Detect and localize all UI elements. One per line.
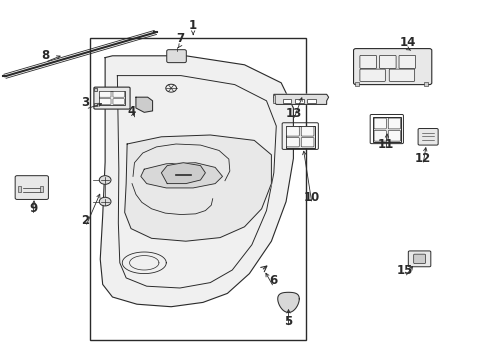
Text: 8: 8 bbox=[41, 49, 49, 62]
Bar bbox=[40, 186, 43, 192]
FancyBboxPatch shape bbox=[286, 127, 299, 136]
Polygon shape bbox=[124, 135, 271, 241]
Bar bbox=[282, 99, 291, 103]
Text: 7: 7 bbox=[176, 32, 183, 45]
FancyBboxPatch shape bbox=[113, 99, 124, 104]
Text: 12: 12 bbox=[414, 152, 430, 165]
Text: 14: 14 bbox=[399, 36, 416, 49]
Polygon shape bbox=[273, 94, 328, 104]
FancyBboxPatch shape bbox=[94, 87, 130, 109]
Text: 13: 13 bbox=[285, 107, 301, 120]
FancyBboxPatch shape bbox=[353, 49, 431, 85]
FancyBboxPatch shape bbox=[100, 91, 111, 97]
FancyBboxPatch shape bbox=[417, 129, 437, 145]
Bar bbox=[90, 38, 305, 340]
Text: 2: 2 bbox=[81, 214, 89, 227]
Circle shape bbox=[99, 176, 111, 184]
FancyBboxPatch shape bbox=[113, 91, 124, 97]
Bar bbox=[18, 186, 21, 192]
Bar bbox=[372, 117, 401, 142]
Bar bbox=[354, 82, 358, 86]
FancyBboxPatch shape bbox=[359, 55, 376, 68]
Circle shape bbox=[99, 197, 111, 206]
Text: 11: 11 bbox=[377, 138, 394, 150]
FancyBboxPatch shape bbox=[398, 55, 415, 68]
FancyBboxPatch shape bbox=[301, 138, 313, 147]
Text: 3: 3 bbox=[81, 96, 89, 109]
Bar bbox=[98, 91, 125, 105]
Polygon shape bbox=[141, 163, 222, 188]
FancyBboxPatch shape bbox=[407, 251, 430, 267]
Bar bbox=[272, 95, 275, 103]
FancyBboxPatch shape bbox=[166, 50, 186, 63]
FancyBboxPatch shape bbox=[286, 138, 299, 147]
FancyBboxPatch shape bbox=[379, 55, 395, 68]
Text: 5: 5 bbox=[284, 315, 292, 328]
Text: 15: 15 bbox=[396, 264, 412, 277]
Bar bbox=[424, 82, 427, 86]
Text: 9: 9 bbox=[29, 202, 37, 215]
Text: 1: 1 bbox=[189, 19, 197, 32]
FancyBboxPatch shape bbox=[301, 127, 313, 136]
FancyBboxPatch shape bbox=[388, 69, 414, 81]
Text: 10: 10 bbox=[303, 191, 320, 204]
FancyBboxPatch shape bbox=[100, 99, 111, 104]
Text: 6: 6 bbox=[269, 274, 277, 287]
Polygon shape bbox=[100, 56, 293, 307]
Text: 4: 4 bbox=[128, 105, 136, 118]
FancyBboxPatch shape bbox=[373, 130, 386, 141]
FancyBboxPatch shape bbox=[359, 69, 385, 81]
FancyBboxPatch shape bbox=[387, 118, 400, 129]
Polygon shape bbox=[277, 292, 299, 312]
Polygon shape bbox=[136, 97, 152, 112]
Bar bbox=[94, 88, 97, 91]
Bar bbox=[306, 99, 315, 103]
FancyBboxPatch shape bbox=[15, 176, 48, 199]
FancyBboxPatch shape bbox=[413, 254, 425, 264]
Bar bbox=[294, 99, 303, 103]
Polygon shape bbox=[161, 163, 205, 184]
FancyBboxPatch shape bbox=[373, 118, 386, 129]
FancyBboxPatch shape bbox=[387, 130, 400, 141]
Bar bbox=[94, 103, 97, 106]
Bar bbox=[285, 126, 314, 148]
